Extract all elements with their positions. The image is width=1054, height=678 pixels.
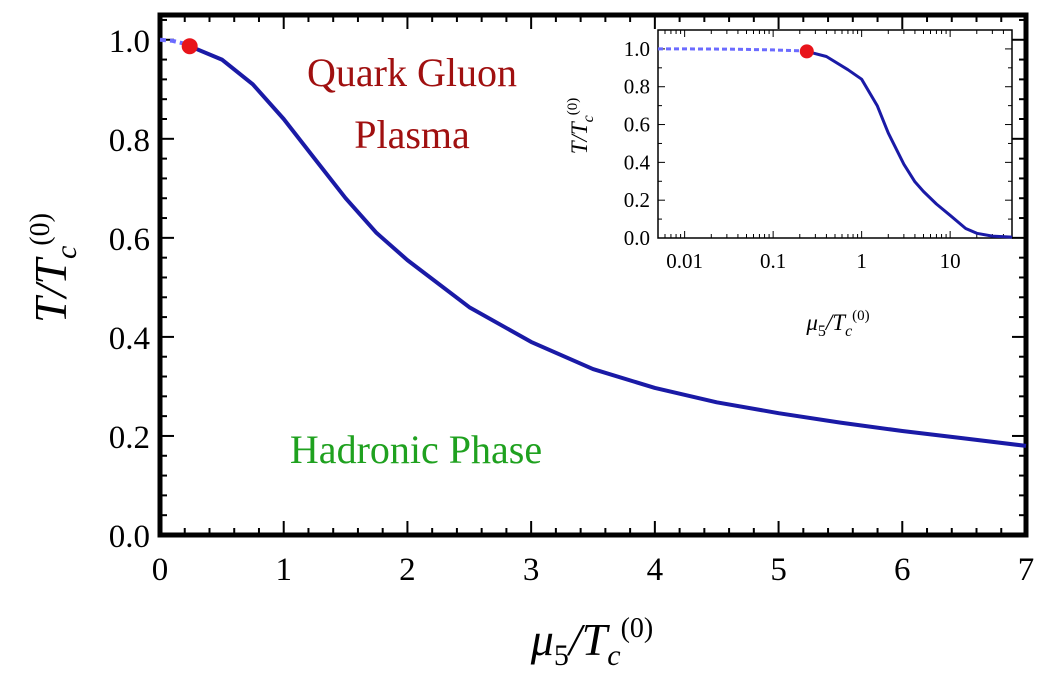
svg-text:T/Tc(0): T/Tc(0) [25,213,83,323]
main-y-tick-label: 1.0 [109,24,150,60]
inset-ticks [657,29,1013,239]
main-y-axis-title: T/Tc(0) [25,213,83,323]
inset-x-axis-title: μ5/Tc(0) [805,308,869,340]
inset-critical-point-marker [799,44,814,59]
main-y-tick-label: 0.2 [109,420,150,456]
inset-y-axis-title: T/Tc(0) [565,98,597,155]
inset-x-tick-label: 1 [856,249,867,273]
main-x-axis-title: μ5/Tc(0) [530,613,653,672]
main-x-tick-label: 5 [770,552,787,588]
main-x-tick-label: 4 [647,552,664,588]
inset-series [658,44,1013,239]
svg-text:μ5/Tc(0): μ5/Tc(0) [530,613,653,672]
inset-y-tick-label: 0.8 [624,75,650,99]
main-plot-frame [157,12,1029,538]
inset-plot-frame [657,29,1013,239]
main-series [159,37,1027,448]
main-x-tick-label: 3 [523,552,540,588]
main-ticks [159,15,1027,536]
inset-y-tick-label: 1.0 [624,37,650,61]
inset-y-tick-label: 0.0 [624,226,650,250]
inset-y-tick-label: 0.4 [624,150,651,174]
main-x-tick-label: 7 [1018,552,1035,588]
main-y-tick-label: 0.6 [109,222,150,258]
critical-point-marker [181,38,198,55]
qgp-label-line1: Quark Gluon [307,50,517,95]
inset-y-tick-label: 0.2 [624,188,650,212]
main-tick-labels: 0 1 2 3 4 5 6 7 0.0 0.2 0.4 0.6 0.8 1.0 [109,24,1035,588]
svg-text:μ5/Tc(0): μ5/Tc(0) [805,308,869,340]
svg-text:T/Tc(0): T/Tc(0) [565,98,597,155]
main-y-tick-label: 0.0 [109,519,150,555]
main-y-tick-label: 0.4 [109,321,150,357]
main-x-tick-label: 1 [275,552,292,588]
main-x-tick-label: 0 [152,552,169,588]
main-y-tick-label: 0.8 [109,123,150,159]
main-x-tick-label: 2 [399,552,416,588]
inset-chart: 0.01 0.1 1 10 0.0 0.2 0.4 0.6 0.8 1.0 T/Tc(0) μ5/… [565,29,1013,340]
inset-y-tick-label: 0.6 [624,113,650,137]
hadronic-label: Hadronic Phase [290,427,542,472]
main-x-tick-label: 6 [894,552,911,588]
inset-x-tick-label: 0.1 [760,249,786,273]
inset-x-tick-label: 0.01 [666,249,703,273]
inset-tick-labels: 0.01 0.1 1 10 0.0 0.2 0.4 0.6 0.8 1.0 [624,37,961,273]
inset-series-line-dashed [658,47,807,53]
main-series-line [188,44,1027,448]
inset-x-tick-label: 10 [940,249,961,273]
inset-series-line [806,49,1013,239]
qgp-label-line2: Plasma [354,112,470,157]
